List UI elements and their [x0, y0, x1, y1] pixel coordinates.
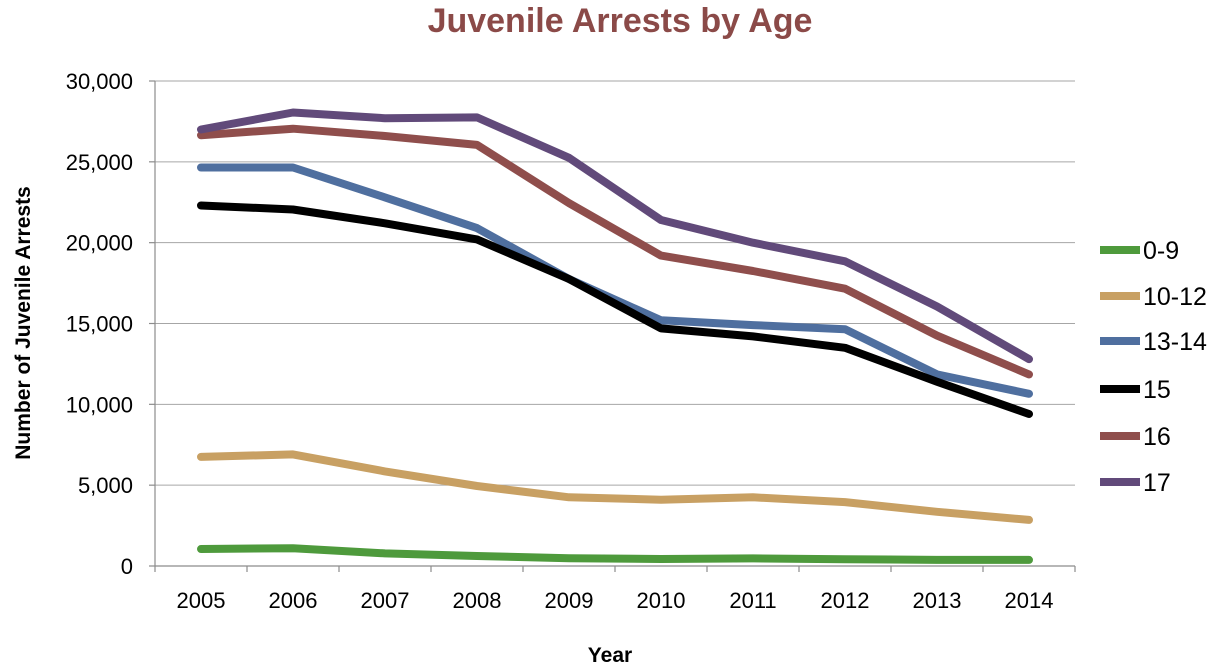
y-tick-label: 30,000 [66, 69, 133, 94]
legend-item: 13-14 [1100, 328, 1207, 356]
y-tick-label: 25,000 [66, 150, 133, 175]
series-line [197, 124, 1033, 379]
y-tick-label: 10,000 [66, 392, 133, 417]
y-tick-label: 0 [121, 554, 133, 579]
series-line [197, 163, 1033, 398]
x-tick-label: 2006 [269, 588, 318, 613]
y-tick-labels: 0 5,000 10,000 15,000 20,000 25,000 30,000 [66, 69, 133, 579]
axes [154, 81, 1076, 572]
y-tick-label: 5,000 [78, 473, 133, 498]
chart-title: Juvenile Arrests by Age [428, 2, 813, 40]
legend-item: 17 [1100, 469, 1171, 497]
x-tick-label: 2005 [177, 588, 226, 613]
x-tick-label: 2013 [913, 588, 962, 613]
x-tick-label: 2014 [1005, 588, 1054, 613]
x-tick-label: 2011 [729, 588, 776, 613]
series-line [197, 544, 1033, 564]
x-tick-label: 2012 [821, 588, 870, 613]
x-tick-label: 2009 [545, 588, 594, 613]
legend-item: 0-9 [1100, 237, 1179, 265]
y-tick-label: 15,000 [66, 312, 133, 337]
x-tick-labels: 2005 2006 2007 2008 2009 2010 2011 2012 2013 2014 [177, 588, 1054, 613]
legend-label: 17 [1143, 469, 1171, 497]
gridlines [149, 80, 1075, 567]
legend-label: 16 [1143, 423, 1171, 451]
legend-label: 10-12 [1143, 283, 1207, 311]
legend: 0-9 10-12 13-14 15 16 17 [1100, 237, 1207, 497]
series-line [197, 108, 1033, 364]
legend-item: 15 [1100, 376, 1171, 404]
y-tick-label: 20,000 [66, 231, 133, 256]
x-tick-label: 2007 [361, 588, 410, 613]
series-line [197, 450, 1033, 524]
x-axis-label: Year [588, 644, 632, 666]
legend-label: 15 [1143, 376, 1171, 404]
legend-label: 0-9 [1143, 237, 1179, 265]
x-tick-label: 2010 [637, 588, 686, 613]
series-line [197, 201, 1033, 418]
x-tick-label: 2008 [453, 588, 502, 613]
legend-label: 13-14 [1143, 328, 1207, 356]
legend-item: 16 [1100, 423, 1171, 451]
series-lines [197, 108, 1033, 564]
y-axis-label: Number of Juvenile Arrests [12, 186, 35, 459]
legend-item: 10-12 [1100, 283, 1207, 311]
